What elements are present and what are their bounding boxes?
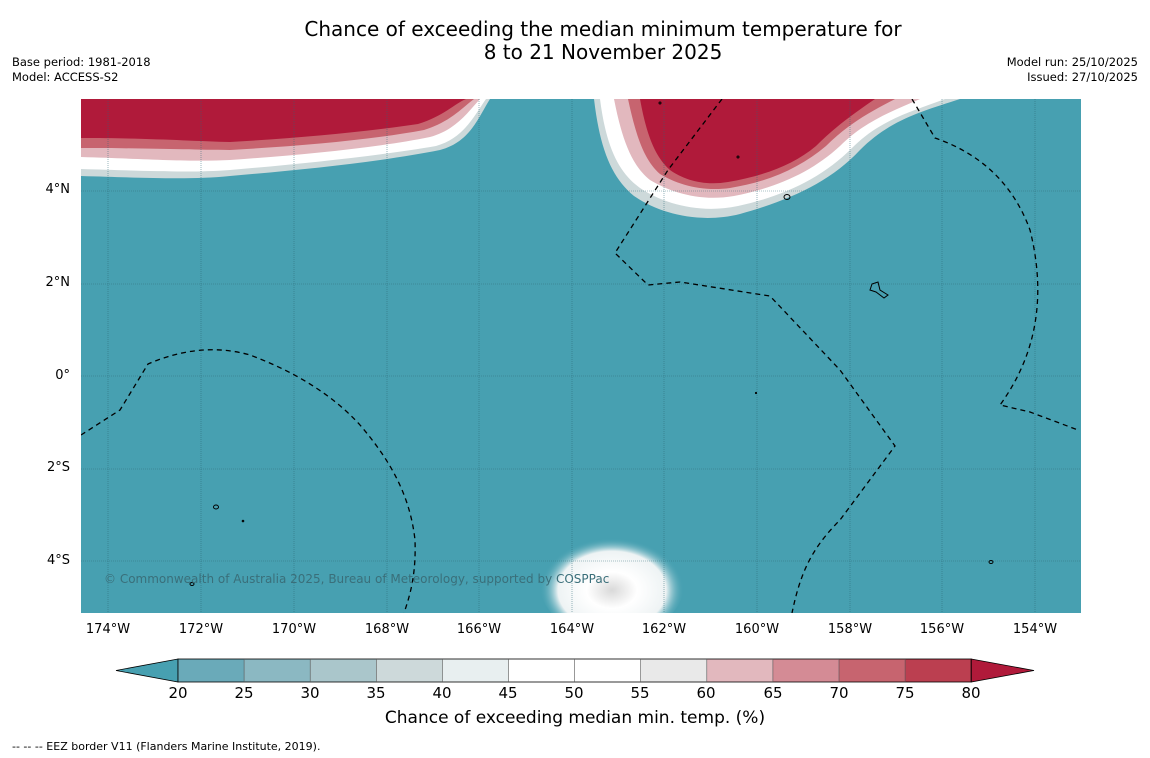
lon-label-166w: 166°W: [456, 622, 502, 637]
colorbar-seg-70-75: [839, 659, 906, 682]
meta-left: Base period: 1981-2018 Model: ACCESS-S2: [12, 55, 151, 85]
high-region-northeast: [594, 99, 960, 218]
model-name: Model: ACCESS-S2: [12, 70, 119, 84]
lat-label-4s: 4°S: [46, 553, 70, 568]
colorbar-tick-70: 70: [829, 684, 849, 702]
lon-label-172w: 172°W: [178, 622, 224, 637]
colorbar-tick-45: 45: [498, 684, 518, 702]
lat-label-2n: 2°N: [45, 275, 71, 290]
colorbar-label: Chance of exceeding median min. temp. (%…: [384, 708, 766, 728]
colorbar-tick-20: 20: [168, 684, 188, 702]
colorbar-seg-50-55: [574, 659, 641, 682]
eez-legend-note: -- -- -- EEZ border V11 (Flanders Marine…: [12, 740, 321, 753]
meta-right: Model run: 25/10/2025 Issued: 27/10/2025: [1007, 55, 1138, 85]
colorbar-tick-75: 75: [895, 684, 915, 702]
issued-date: Issued: 27/10/2025: [1027, 70, 1138, 84]
high-region-west: [81, 99, 490, 179]
colorbar-tick-50: 50: [564, 684, 584, 702]
lon-label-154w: 154°W: [1012, 622, 1058, 637]
colorbar-bar: [115, 658, 1035, 683]
colorbar-seg-30-35: [310, 659, 377, 682]
colorbar-seg-25-30: [244, 659, 311, 682]
lat-label-2s: 2°S: [46, 460, 70, 475]
lon-label-174w: 174°W: [85, 622, 131, 637]
colorbar-seg-75-80: [905, 659, 972, 682]
eez-borders: [81, 99, 1079, 613]
colorbar-seg-55-60: [640, 659, 707, 682]
colorbar-seg-45-50: [508, 659, 575, 682]
colorbar-seg-65-70: [772, 659, 839, 682]
colorbar-under-arrow: [115, 658, 179, 683]
ocean-background: [81, 99, 1081, 613]
neutral-blob-south: [540, 533, 684, 613]
map-title-line2: 8 to 21 November 2025: [483, 40, 723, 64]
colorbar-tick-35: 35: [366, 684, 386, 702]
lon-label-168w: 168°W: [364, 622, 410, 637]
lon-label-156w: 156°W: [919, 622, 965, 637]
colorbar-seg-60-65: [706, 659, 773, 682]
colorbar-tick-65: 65: [763, 684, 783, 702]
lat-label-4n: 4°N: [45, 182, 71, 197]
lon-label-170w: 170°W: [271, 622, 317, 637]
map-title-line1: Chance of exceeding the median minimum t…: [304, 17, 902, 41]
colorbar-tick-55: 55: [630, 684, 650, 702]
islands: [189, 101, 994, 586]
copyright-notice: © Commonwealth of Australia 2025, Bureau…: [104, 572, 610, 586]
colorbar-tick-80: 80: [961, 684, 981, 702]
lon-label-162w: 162°W: [641, 622, 687, 637]
colorbar-over-arrow: [970, 658, 1035, 683]
model-run: Model run: 25/10/2025: [1006, 55, 1138, 69]
colorbar-seg-35-40: [376, 659, 443, 682]
lon-label-158w: 158°W: [827, 622, 873, 637]
colorbar-seg-40-45: [442, 659, 509, 682]
colorbar-tick-30: 30: [300, 684, 320, 702]
lon-label-160w: 160°W: [734, 622, 780, 637]
map-field: [81, 99, 1081, 613]
base-period: Base period: 1981-2018: [12, 55, 151, 69]
colorbar-tick-25: 25: [234, 684, 254, 702]
colorbar-seg-20-25: [178, 659, 245, 682]
colorbar-tick-40: 40: [432, 684, 452, 702]
lat-label-0: 0°: [55, 368, 70, 383]
colorbar-tick-60: 60: [696, 684, 716, 702]
map-title: Chance of exceeding the median minimum t…: [0, 18, 1150, 64]
lon-label-164w: 164°W: [549, 622, 595, 637]
grid-lines: [81, 99, 1081, 613]
